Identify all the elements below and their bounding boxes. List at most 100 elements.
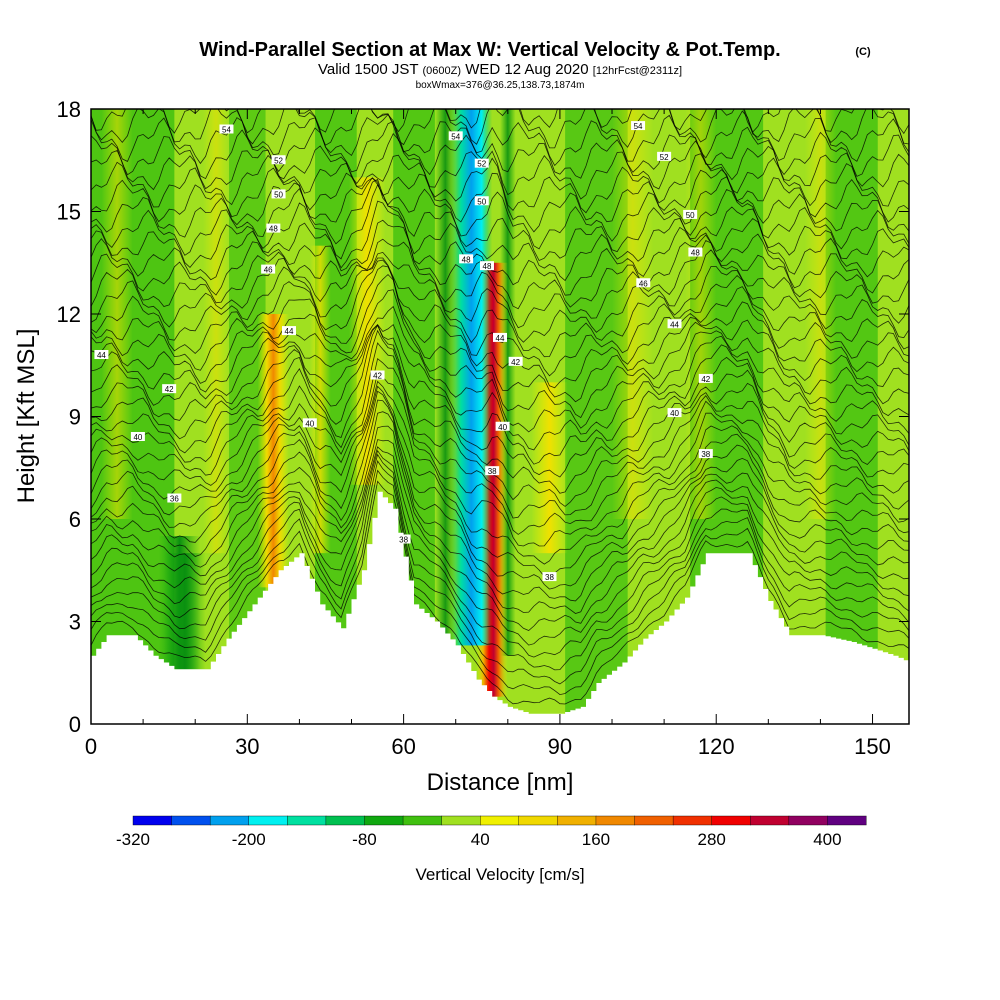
y-tick-label: 18 (57, 97, 81, 122)
subtitle-valid: Valid 1500 JST (318, 61, 418, 78)
colorbar (132, 815, 867, 826)
svg-text:54: 54 (634, 122, 643, 131)
svg-text:38: 38 (488, 467, 497, 476)
contour-label: 52 (271, 155, 286, 165)
colorbar-swatch (441, 815, 481, 826)
contour-label: 36 (167, 493, 182, 504)
y-tick-label: 9 (69, 405, 81, 430)
contour-line (91, 371, 909, 535)
contour-label: 54 (219, 124, 234, 135)
contour-label: 38 (542, 572, 557, 582)
svg-text:42: 42 (373, 372, 382, 381)
colorbar-swatch (480, 815, 520, 826)
y-tick-label: 0 (69, 712, 81, 737)
colorbar-swatch (518, 815, 558, 826)
contour-line (91, 399, 909, 590)
colorbar-swatch (672, 815, 713, 826)
colorbar-tick-label: -80 (352, 830, 377, 849)
y-tick-label: 6 (69, 507, 81, 532)
svg-text:46: 46 (639, 279, 648, 288)
contour-label: 38 (396, 534, 411, 545)
colorbar-tick-label: -320 (116, 830, 150, 849)
contour-line (91, 324, 909, 478)
colorbar-tick-label: 40 (471, 830, 490, 849)
colorbar-tick-labels: -320 -200 -80 40 160 280 400 (116, 830, 842, 849)
svg-text:38: 38 (701, 450, 710, 459)
x-tick-label: 90 (548, 734, 572, 759)
svg-text:50: 50 (686, 211, 695, 220)
svg-text:48: 48 (691, 249, 700, 258)
svg-text:40: 40 (498, 423, 507, 432)
y-tick-label: 15 (57, 200, 81, 225)
x-axis-title: Distance [nm] (427, 769, 574, 796)
svg-text:54: 54 (222, 126, 231, 135)
y-tick-label: 12 (57, 302, 81, 327)
x-tick-label: 0 (85, 734, 97, 759)
contour-line (91, 249, 909, 343)
x-tick-label: 120 (698, 734, 735, 759)
svg-text:46: 46 (264, 266, 273, 275)
colorbar-swatch (287, 815, 327, 826)
contour-label: 54 (631, 121, 646, 131)
contour-line (91, 273, 909, 403)
contour-label: 40 (130, 432, 145, 442)
contour-line (91, 380, 909, 547)
contour-line (91, 178, 909, 262)
contour-line (91, 109, 909, 149)
contour-line (91, 459, 909, 685)
contour-label: 44 (493, 332, 507, 343)
contour-label: 48 (266, 223, 281, 234)
colorbar-swatch (711, 815, 751, 826)
colorbar-swatch (171, 815, 211, 826)
contour-label: 44 (667, 319, 682, 329)
contour-line (91, 411, 909, 602)
contour-line (91, 289, 909, 419)
svg-text:42: 42 (701, 375, 710, 384)
colorbar-tick-label: 280 (697, 830, 725, 849)
colorbar-swatch (248, 815, 288, 826)
colorbar-swatch (827, 815, 867, 826)
contour-line (91, 109, 909, 135)
contour-line (91, 184, 909, 282)
chart-subtitle: Valid 1500 JST (0600Z) WED 12 Aug 2020 [… (318, 61, 682, 78)
contour-label: 54 (448, 131, 463, 141)
svg-text:36: 36 (170, 495, 179, 504)
contour-label: 38 (698, 449, 713, 459)
colorbar-swatch (634, 815, 674, 826)
subtitle-utc: (0600Z) (422, 65, 461, 77)
contour-line (91, 480, 909, 705)
colorbar-swatch (788, 815, 828, 826)
x-tick-label: 30 (235, 734, 259, 759)
contour-label: 42 (508, 356, 523, 367)
x-axis: 0 30 60 90 120 150 (85, 109, 891, 759)
pot-temp-contours (91, 109, 909, 705)
contour-line (91, 257, 909, 358)
svg-text:52: 52 (274, 156, 283, 165)
y-tick-label: 3 (69, 610, 81, 635)
contour-line (91, 238, 909, 329)
svg-text:40: 40 (305, 419, 314, 428)
terrain (91, 491, 909, 724)
contour-line (91, 357, 909, 519)
contour-line (91, 323, 909, 451)
contour-label: 46 (636, 278, 651, 288)
contour-label: 52 (474, 158, 489, 169)
subtitle-date: WED 12 Aug 2020 (465, 61, 588, 78)
svg-text:44: 44 (97, 351, 106, 360)
w-feature-4 (531, 382, 568, 554)
contour-label: 42 (698, 373, 713, 384)
colorbar-swatch (364, 815, 404, 826)
svg-text:48: 48 (483, 262, 492, 271)
x-tick-label: 60 (391, 734, 415, 759)
colorbar-tick-label: 160 (582, 830, 610, 849)
svg-text:38: 38 (399, 536, 408, 545)
contour-line (91, 329, 909, 494)
contour-line (91, 385, 909, 565)
contour-label: 50 (271, 189, 286, 199)
title-units-mark: (C) (855, 46, 871, 58)
contour-line (91, 446, 909, 646)
svg-text:52: 52 (477, 160, 486, 169)
y-axis-title: Height [Kft MSL] (13, 329, 40, 504)
contour-line (91, 200, 909, 296)
